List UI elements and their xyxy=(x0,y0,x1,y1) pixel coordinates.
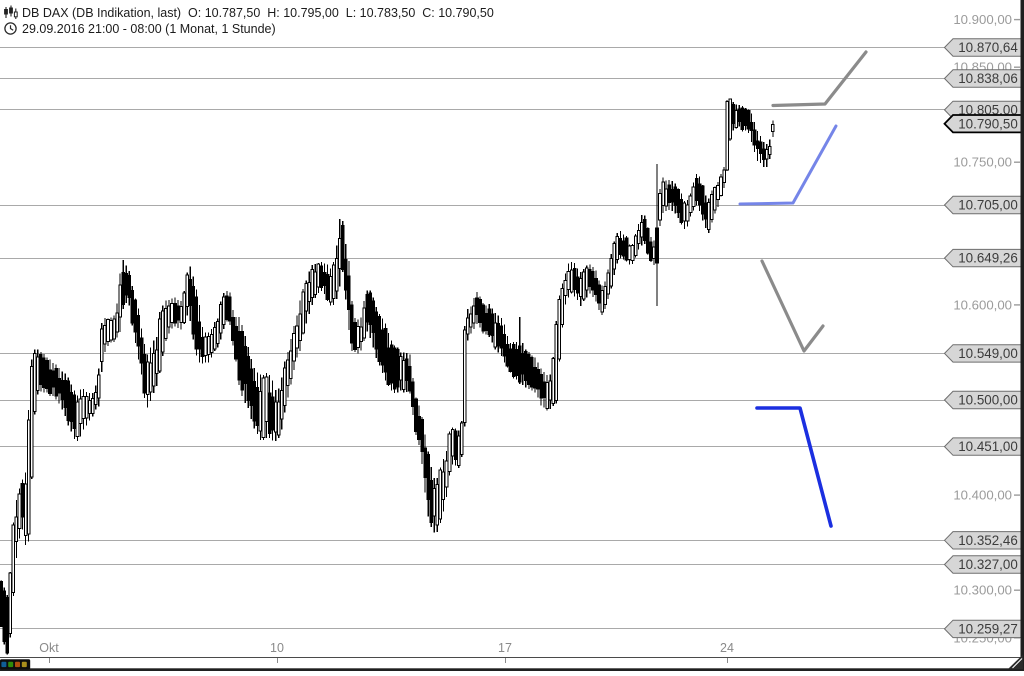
svg-text:10.649,26: 10.649,26 xyxy=(958,251,1018,266)
svg-text:10.838,06: 10.838,06 xyxy=(958,71,1018,86)
svg-text:24: 24 xyxy=(720,641,734,655)
svg-text:29.09.2016 21:00 - 08:00 (1 Mo: 29.09.2016 21:00 - 08:00 (1 Monat, 1 Stu… xyxy=(22,22,276,36)
svg-text:10.500,00: 10.500,00 xyxy=(958,393,1018,408)
svg-text:10.259,27: 10.259,27 xyxy=(958,622,1018,637)
svg-text:10: 10 xyxy=(270,641,284,655)
svg-text:10.900,00: 10.900,00 xyxy=(953,12,1012,27)
svg-text:DB DAX (DB Indikation, last): DB DAX (DB Indikation, last) O: 10.787,5… xyxy=(22,6,494,20)
svg-text:10.705,00: 10.705,00 xyxy=(958,198,1018,213)
svg-text:10.327,00: 10.327,00 xyxy=(958,557,1018,572)
svg-text:10.300,00: 10.300,00 xyxy=(953,583,1012,598)
svg-text:10.451,00: 10.451,00 xyxy=(958,439,1018,454)
svg-text:10.400,00: 10.400,00 xyxy=(953,488,1012,503)
svg-text:10.750,00: 10.750,00 xyxy=(953,155,1012,170)
svg-text:10.870,64: 10.870,64 xyxy=(958,40,1018,55)
svg-text:10.600,00: 10.600,00 xyxy=(953,297,1012,312)
svg-text:10.549,00: 10.549,00 xyxy=(958,346,1018,361)
svg-text:Okt: Okt xyxy=(39,641,59,655)
svg-text:17: 17 xyxy=(498,641,512,655)
svg-text:10.790,50: 10.790,50 xyxy=(958,116,1018,131)
svg-text:10.352,46: 10.352,46 xyxy=(958,533,1018,548)
